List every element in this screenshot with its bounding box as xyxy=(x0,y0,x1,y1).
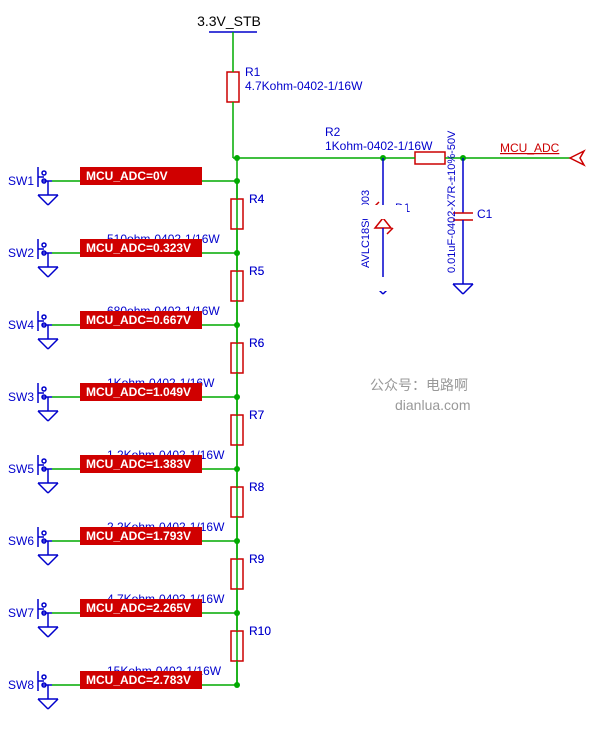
switch-ref: SW2 xyxy=(8,246,34,260)
value: AVLC18S02003 xyxy=(360,190,372,268)
watermark: dianlua.com xyxy=(395,397,471,413)
value: 4.7Kohm-0402-1/16W xyxy=(245,79,363,93)
svg-text:R10: R10 xyxy=(249,624,271,638)
net-port xyxy=(570,151,584,165)
switch-ref: SW3 xyxy=(8,390,34,404)
power-net-label: 3.3V_STB xyxy=(197,13,261,29)
svg-text:R5: R5 xyxy=(249,264,265,278)
adc-value: MCU_ADC=2.783V xyxy=(86,673,191,687)
switch-ref: SW6 xyxy=(8,534,34,548)
svg-text:R8: R8 xyxy=(249,480,265,494)
adc-value: MCU_ADC=2.265V xyxy=(86,601,191,615)
adc-value: MCU_ADC=1.793V xyxy=(86,529,191,543)
adc-value: MCU_ADC=0.667V xyxy=(86,313,191,327)
refdes: R1 xyxy=(245,65,261,79)
svg-text:R6: R6 xyxy=(249,336,265,350)
switch-ref: SW1 xyxy=(8,174,34,188)
adc-value: MCU_ADC=1.383V xyxy=(86,457,191,471)
value: 1Kohm-0402-1/16W xyxy=(325,139,433,153)
watermark: 公众号：电路啊 xyxy=(370,377,468,393)
svg-text:R7: R7 xyxy=(249,408,265,422)
resistor xyxy=(415,152,445,164)
switch-ref: SW7 xyxy=(8,606,34,620)
resistor xyxy=(227,72,239,102)
adc-value: MCU_ADC=0V xyxy=(86,169,168,183)
refdes: C1 xyxy=(477,207,493,221)
value: 0.01uF-0402-X7R-±10%-50V xyxy=(446,130,458,273)
svg-text:R4: R4 xyxy=(249,192,265,206)
switch-ref: SW5 xyxy=(8,462,34,476)
refdes: R2 xyxy=(325,125,341,139)
switch-ref: SW4 xyxy=(8,318,34,332)
adc-value: MCU_ADC=1.049V xyxy=(86,385,191,399)
svg-text:R9: R9 xyxy=(249,552,265,566)
output-net-label: MCU_ADC xyxy=(500,141,560,155)
switch-ref: SW8 xyxy=(8,678,34,692)
adc-value: MCU_ADC=0.323V xyxy=(86,241,191,255)
